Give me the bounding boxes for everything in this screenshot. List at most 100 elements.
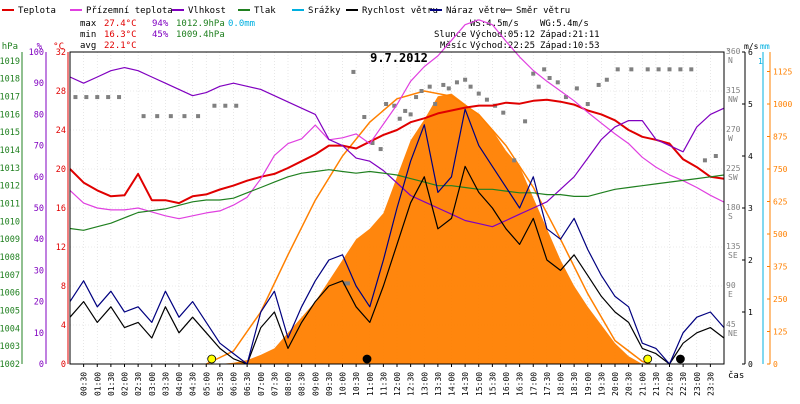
x-tick-label: 10:00 — [339, 372, 348, 396]
axis-tick-direction: S — [728, 212, 733, 221]
x-tick-label: 15:00 — [475, 372, 484, 396]
axis-tick-label: 1018 — [0, 75, 20, 85]
x-tick-label: 21:30 — [652, 372, 661, 396]
axis-celsius: °C32 28 24 20 16 12 8 4 0 — [53, 42, 69, 370]
axis-tick-label: 315 — [726, 86, 741, 95]
axis-tick-label: 0 — [61, 360, 66, 370]
wind-direction-point — [689, 67, 694, 72]
axis-tick-label: 10 — [34, 329, 44, 339]
event-marker-sunset — [643, 354, 653, 364]
x-tick-label: 19:30 — [597, 372, 606, 396]
sun-label: Slunce — [434, 30, 467, 40]
right-axes: °360N315NW270W225SW180S135SE90E45NEm/s65… — [726, 42, 792, 369]
axis-tick-label: 1005 — [0, 307, 20, 317]
x-tick-label: 16:00 — [502, 372, 511, 396]
legend-label: Srážky — [308, 6, 341, 16]
moon-set: Západ:10:53 — [540, 41, 600, 51]
wind-direction-point — [433, 102, 438, 106]
wind-direction-point — [678, 67, 683, 72]
wind-direction-point — [454, 80, 459, 85]
axis-tick-label: 80 — [34, 110, 44, 120]
x-tick-label: 09:00 — [311, 372, 320, 396]
wind-direction-point — [370, 141, 375, 145]
x-tick-label: 20:30 — [625, 372, 634, 396]
x-tick-label: 07:30 — [270, 372, 279, 396]
axis-tick-label: 100 — [29, 48, 44, 58]
events-layer — [207, 354, 685, 364]
wind-direction-point — [596, 82, 601, 87]
sun-set: Západ:21:11 — [540, 30, 600, 40]
x-tick-label: 07:00 — [257, 372, 266, 396]
axis-title: mm — [760, 42, 770, 51]
chart-title: 9.7.2012 — [370, 51, 428, 65]
axis-title: hPa — [2, 42, 18, 52]
x-axis-label: čas — [728, 370, 744, 381]
axis-tick-label: 1 — [748, 308, 753, 317]
wind-direction-point — [212, 103, 217, 108]
axis-tick-label: 5 — [748, 100, 753, 109]
wind-direction-point — [645, 67, 650, 72]
wind-direction-point — [713, 154, 718, 158]
wind-direction-point — [656, 67, 661, 72]
axis-tick-label: 1004 — [0, 324, 20, 334]
series-line-rychlost-v-tru — [69, 165, 725, 365]
axis-tick-label: 180 — [726, 203, 741, 212]
axis-tick-label: 20 — [56, 165, 66, 175]
sun-rise: Východ:05:12 — [470, 30, 535, 40]
event-marker-sunrise — [207, 354, 217, 364]
x-tick-label: 03:00 — [148, 372, 157, 396]
wind-direction-point — [547, 76, 552, 80]
stat-avg-temp: 22.1°C — [104, 41, 137, 51]
wind-wg: WG:5.4m/s — [540, 19, 589, 29]
left-axes: hPa1019101810171016101510141013101210111… — [0, 42, 69, 370]
axis-tick-label: 1 — [758, 57, 763, 66]
stats-block: max 27.4°C 94% 1012.9hPa 0.0mm min 16.3°… — [80, 19, 600, 51]
event-marker-moonset — [362, 354, 372, 364]
x-tick-label: 05:00 — [202, 372, 211, 396]
axis-tick-label: 28 — [56, 87, 66, 97]
axis-tick-label: 40 — [34, 235, 44, 245]
axis-tick-label: 875 — [773, 133, 788, 142]
x-tick-label: 06:00 — [230, 372, 239, 396]
series-line-n-raz-v-tru — [69, 108, 725, 365]
stat-max-press: 1012.9hPa — [176, 19, 225, 29]
solar-radiation-area — [219, 93, 643, 364]
x-tick-label: 23:30 — [706, 372, 715, 396]
x-tick-label: 04:00 — [175, 372, 184, 396]
axis-tick-label: 1019 — [0, 57, 20, 67]
wind-direction-point — [141, 114, 146, 119]
x-tick-label: 08:30 — [298, 372, 307, 396]
x-tick-label: 01:00 — [93, 372, 102, 396]
wind-direction-point — [629, 67, 634, 72]
wind-direction-point — [182, 114, 187, 119]
axis-tick-label: 6 — [748, 48, 753, 57]
x-tick-label: 12:00 — [393, 372, 402, 396]
x-tick-label: 13:30 — [434, 372, 443, 396]
axis-tick-direction: N — [728, 56, 733, 65]
axis-tick-label: 30 — [34, 266, 44, 276]
legend-label: Tlak — [254, 6, 276, 16]
axis-tick-label: 125 — [773, 328, 788, 337]
axis-tick-label: 225 — [726, 164, 741, 173]
wind-direction-point — [476, 91, 481, 96]
wind-direction-point — [604, 77, 609, 82]
wind-direction-point — [414, 95, 419, 100]
x-tick-label: 22:30 — [679, 372, 688, 396]
axis-title: °C — [53, 42, 64, 52]
legend-label: Rychlost větru — [362, 6, 438, 16]
axis-tick-label: 135 — [726, 242, 741, 251]
axis-tick-direction: NE — [728, 329, 738, 338]
axis-tick-label: 375 — [773, 263, 788, 272]
x-tick-label: 15:30 — [488, 372, 497, 396]
solar-theoretical-curve — [205, 90, 651, 365]
x-tick-label: 20:00 — [611, 372, 620, 396]
series-line-p-zemn-teplota — [69, 19, 725, 220]
legend-label: Vlhkost — [188, 6, 226, 16]
axis-tick-label: 90 — [34, 79, 44, 89]
wind-direction-point — [512, 158, 517, 163]
wind-direction-point — [531, 71, 536, 76]
x-tick-label: 22:00 — [666, 372, 675, 396]
